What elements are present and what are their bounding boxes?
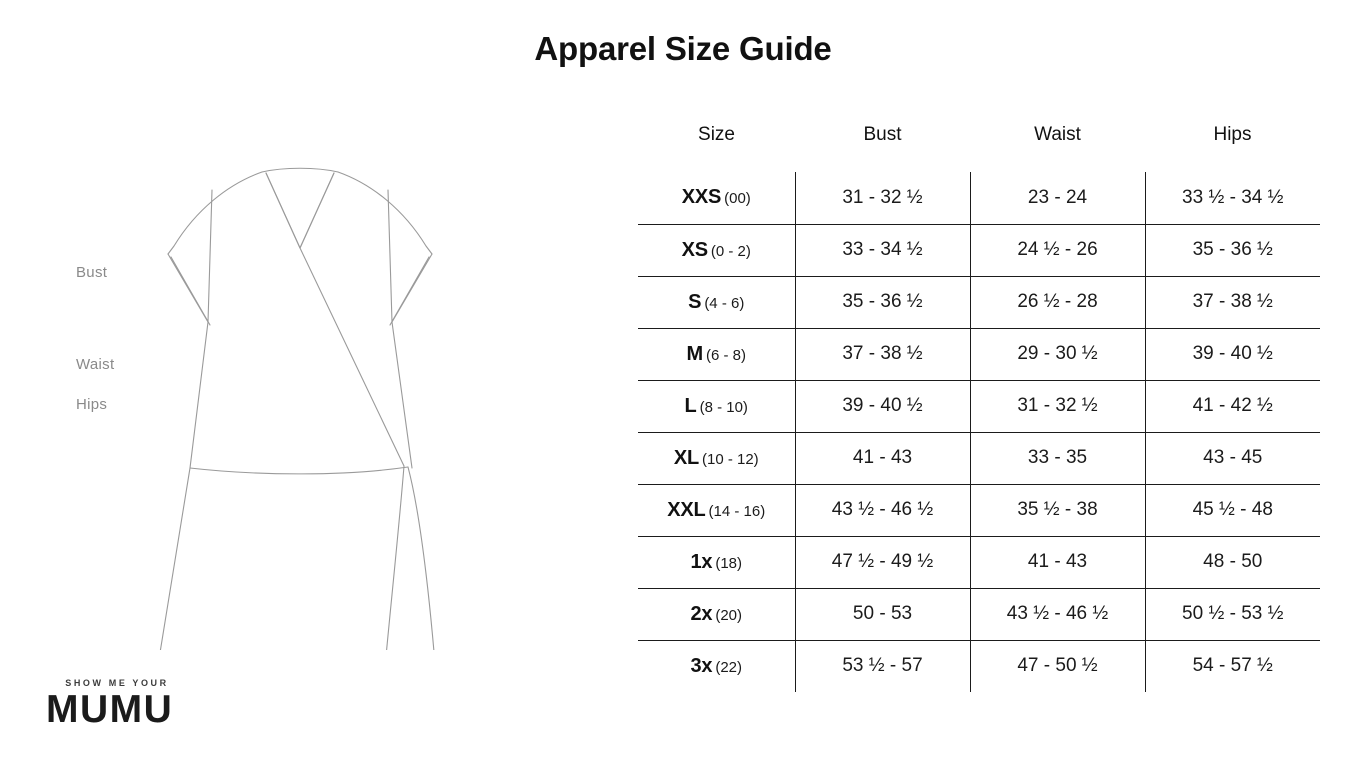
table-row: S (4 - 6) 35 - 36 ½ 26 ½ - 28 37 - 38 ½ [638,275,1320,328]
cell-bust: 47 ½ - 49 ½ [794,535,970,588]
table-row: XXS (00) 31 - 32 ½ 23 - 24 33 ½ - 34 ½ [638,172,1320,224]
cell-waist: 26 ½ - 28 [969,275,1145,328]
size-letter: XL [673,446,699,469]
cell-bust: 35 - 36 ½ [794,275,970,328]
size-numeric: (00) [724,190,751,208]
column-header-hips: Hips [1213,124,1252,145]
cell-hips: 48 - 50 [1144,535,1320,588]
column-header-size: Size [698,124,735,145]
size-numeric: (22) [715,658,743,676]
cell-size: XS (0 - 2) [638,223,795,276]
cell-hips: 43 - 45 [1144,431,1320,484]
table-row: L (8 - 10) 39 - 40 ½ 31 - 32 ½ 41 - 42 ½ [638,379,1320,432]
cell-waist: 47 - 50 ½ [969,639,1145,692]
table-row: XS (0 - 2) 33 - 34 ½ 24 ½ - 26 35 - 36 ½ [638,223,1320,276]
size-letter: M [686,342,704,365]
logo-wordmark: MUMU [46,688,174,731]
cell-waist: 29 - 30 ½ [969,327,1145,380]
size-letter: XXL [667,498,706,521]
size-letter: L [684,394,697,417]
size-numeric: (6 - 8) [705,346,746,364]
size-letter: 3x [690,654,713,677]
cell-size: L (8 - 10) [638,379,795,432]
table-row: XL (10 - 12) 41 - 43 33 - 35 43 - 45 [638,431,1320,484]
cell-bust: 39 - 40 ½ [794,379,970,432]
cell-waist: 31 - 32 ½ [969,379,1145,432]
cell-size: S (4 - 6) [638,275,795,328]
size-numeric: (0 - 2) [710,242,751,260]
cell-size: M (6 - 8) [638,327,795,380]
cell-waist: 35 ½ - 38 [969,483,1145,536]
cell-waist: 23 - 24 [969,172,1145,224]
table-row: M (6 - 8) 37 - 38 ½ 29 - 30 ½ 39 - 40 ½ [638,327,1320,380]
table-row: 3x (22) 53 ½ - 57 47 - 50 ½ 54 - 57 ½ [638,639,1320,692]
cell-hips: 35 - 36 ½ [1144,223,1320,276]
cell-size: 2x (20) [638,587,795,640]
hips-measure-label: Hips [76,396,108,413]
size-letter: XS [681,238,708,261]
cell-bust: 53 ½ - 57 [794,639,970,692]
bust-measure-label: Bust [76,264,108,281]
size-letter: S [688,290,702,313]
illustration-panel: Bust Waist Hips [0,120,620,660]
waist-measure-label: Waist [76,356,115,373]
size-letter: XXS [681,186,722,209]
page-title: Apparel Size Guide [534,30,832,67]
size-numeric: (20) [715,606,743,624]
cell-size: 3x (22) [638,639,795,692]
logo-tagline: SHOW ME YOUR [65,678,169,688]
cell-waist: 24 ½ - 26 [969,223,1145,276]
size-numeric: (18) [715,554,743,572]
cell-size: XXS (00) [638,172,795,224]
size-numeric: (8 - 10) [699,398,748,416]
cell-waist: 43 ½ - 46 ½ [969,587,1145,640]
brand-logo: SHOW ME YOUR MUMU [46,678,226,731]
cell-size: XL (10 - 12) [638,431,795,484]
cell-waist: 33 - 35 [969,431,1145,484]
table-row: 2x (20) 50 - 53 43 ½ - 46 ½ 50 ½ - 53 ½ [638,587,1320,640]
cell-size: XXL (14 - 16) [638,483,795,536]
cell-bust: 31 - 32 ½ [794,172,970,224]
cell-hips: 41 - 42 ½ [1144,379,1320,432]
cell-hips: 45 ½ - 48 [1144,483,1320,536]
wrap-dress-icon [159,167,435,650]
size-letter: 1x [690,550,713,573]
table-row: XXL (14 - 16) 43 ½ - 46 ½ 35 ½ - 38 45 ½ … [638,483,1320,536]
cell-bust: 50 - 53 [794,587,970,640]
cell-hips: 33 ½ - 34 ½ [1144,172,1320,224]
size-numeric: (14 - 16) [708,502,766,520]
cell-hips: 39 - 40 ½ [1144,327,1320,380]
cell-hips: 50 ½ - 53 ½ [1144,587,1320,640]
cell-bust: 33 - 34 ½ [794,223,970,276]
apparel-size-table: Size Bust Waist Hips XXS (00) 31 - 32 ½ 2… [638,124,1320,692]
size-numeric: (10 - 12) [701,450,759,468]
column-header-bust: Bust [863,124,902,145]
size-letter: 2x [690,602,713,625]
table-header-row: Size Bust Waist Hips [638,124,1320,172]
column-header-waist: Waist [1034,124,1081,145]
cell-bust: 37 - 38 ½ [794,327,970,380]
size-numeric: (4 - 6) [704,294,745,312]
table-row: 1x (18) 47 ½ - 49 ½ 41 - 43 48 - 50 [638,535,1320,588]
cell-waist: 41 - 43 [969,535,1145,588]
cell-size: 1x (18) [638,535,795,588]
cell-hips: 54 - 57 ½ [1144,639,1320,692]
cell-bust: 43 ½ - 46 ½ [794,483,970,536]
cell-hips: 37 - 38 ½ [1144,275,1320,328]
cell-bust: 41 - 43 [794,431,970,484]
